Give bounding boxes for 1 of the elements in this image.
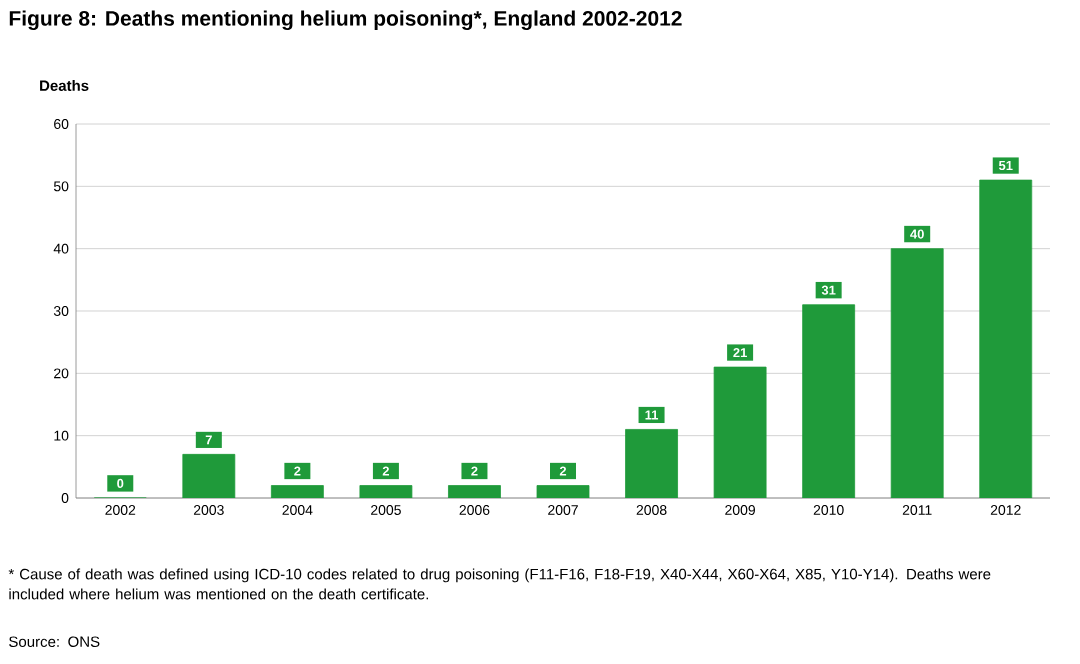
chart-title: Figure 8: Deaths mentioning helium poisoning*, England 2002-2012 — [9, 10, 682, 31]
